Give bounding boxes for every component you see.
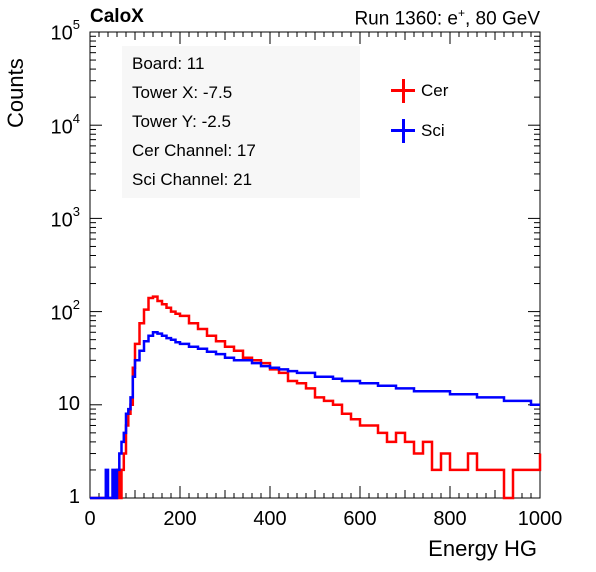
info-board: Board: 11 [132, 54, 205, 73]
legend-sci-label: Sci [421, 121, 445, 140]
y-tick-label: 105 [20, 17, 80, 46]
x-axis-label: Energy HG [428, 536, 537, 561]
experiment-label: CaloX [90, 6, 144, 27]
y-tick-exponent: 5 [72, 17, 80, 32]
x-tick-label: 800 [433, 508, 467, 530]
series-layer [90, 295, 542, 500]
y-tick-label: 103 [20, 204, 80, 233]
y-tick-base: 1 [68, 486, 80, 508]
run-label: Run 1360: e+, 80 GeV [354, 6, 540, 30]
legend-cer-marker [391, 79, 415, 103]
series-sci [90, 331, 540, 500]
x-tick-label: 0 [84, 508, 96, 530]
x-tick-label: 400 [253, 508, 287, 530]
run-label-sup: + [457, 6, 465, 20]
y-tick-base: 10 [57, 393, 80, 415]
run-label-prefix: Run 1360: e [354, 8, 458, 30]
y-tick-base: 10 [50, 209, 73, 232]
y-tick-label: 104 [20, 111, 80, 140]
info-sci-channel: Sci Channel: 21 [132, 170, 253, 189]
y-tick-base: 10 [50, 116, 73, 139]
legend: Cer Sci [385, 70, 505, 150]
legend-sci-marker [391, 119, 415, 143]
run-label-suffix: , 80 GeV [465, 8, 540, 30]
y-tick-label: 102 [20, 297, 80, 326]
y-tick-exponent: 2 [72, 297, 80, 312]
x-tick-label: 200 [163, 508, 197, 530]
axis-ticks [89, 31, 541, 499]
y-tick-exponent: 3 [72, 204, 80, 219]
y-tick-base: 10 [50, 22, 73, 45]
y-tick-label: 10 [20, 393, 80, 416]
x-tick-label: 1000 [517, 508, 563, 530]
series-cer [90, 295, 542, 500]
y-tick-base: 10 [50, 302, 73, 325]
y-tick-exponent: 4 [72, 111, 80, 126]
legend-cer-label: Cer [421, 81, 449, 100]
info-box: Board: 11 Tower X: -7.5 Tower Y: -2.5 Ce… [122, 46, 360, 198]
y-tick-label: 1 [20, 486, 80, 509]
x-tick-label: 600 [343, 508, 377, 530]
info-tower-y: Tower Y: -2.5 [132, 112, 231, 131]
info-cer-channel: Cer Channel: 17 [132, 141, 256, 160]
info-tower-x: Tower X: -7.5 [132, 83, 233, 102]
